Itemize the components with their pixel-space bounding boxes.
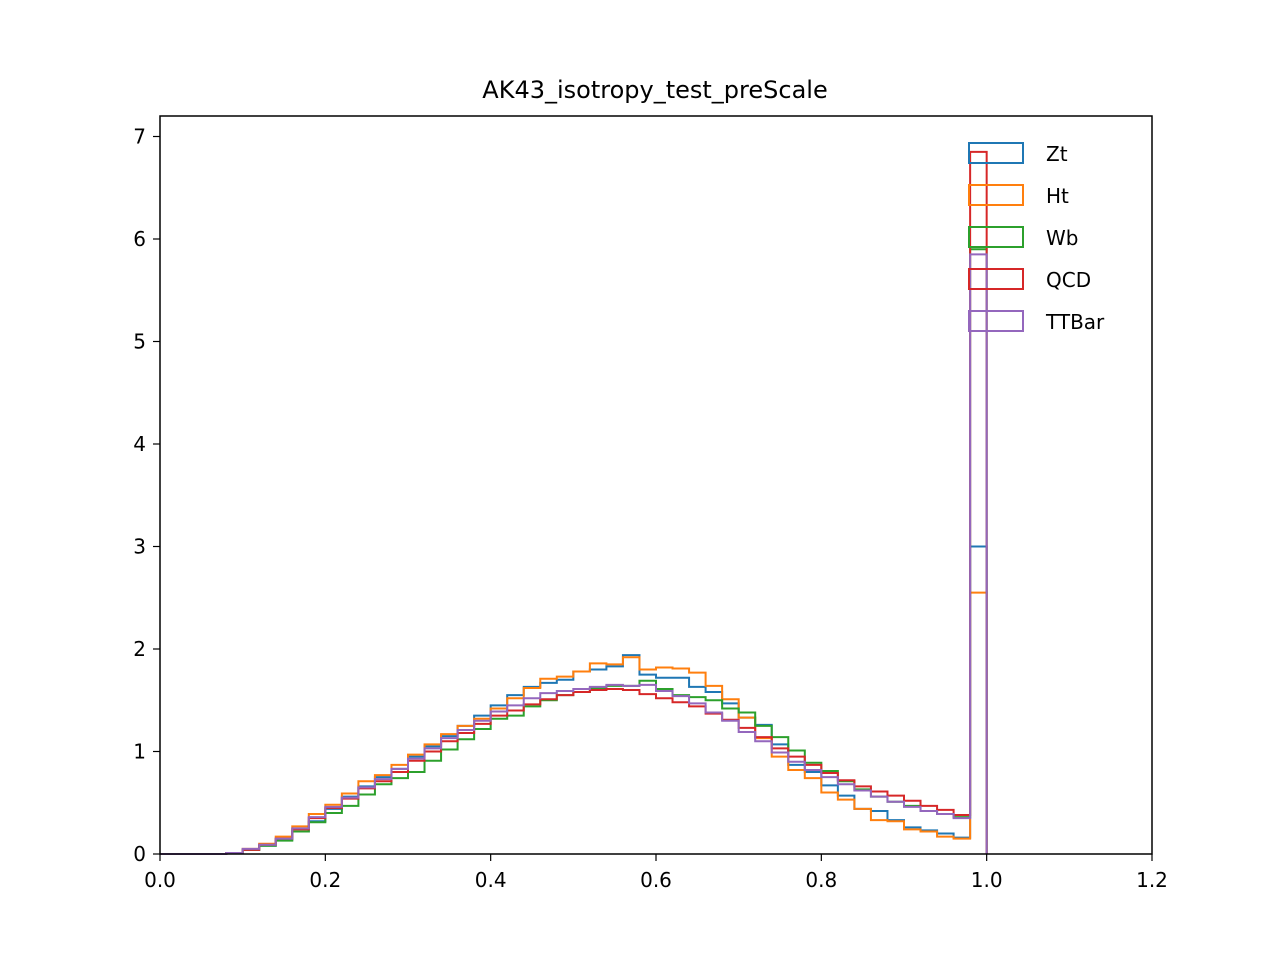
legend-label: Ht [1046, 184, 1069, 208]
series-ttbar-step [160, 253, 988, 855]
x-tick-label: 1.2 [1136, 868, 1168, 892]
x-tick-label: 0.8 [805, 868, 837, 892]
series-qcd-step [160, 150, 988, 855]
y-tick-label: 3 [133, 535, 146, 559]
series-group [160, 150, 988, 855]
y-tick-label: 0 [133, 842, 146, 866]
x-tick-label: 0.6 [640, 868, 672, 892]
series-ht-step [160, 591, 988, 855]
x-tick-label: 0.4 [475, 868, 507, 892]
x-tick-label: 0.2 [309, 868, 341, 892]
y-axis: 0 1 2 3 4 5 6 7 [133, 125, 160, 866]
y-tick-label: 4 [133, 432, 146, 456]
y-tick-label: 5 [133, 330, 146, 354]
legend-swatch [968, 268, 1024, 290]
legend-label: Zt [1046, 142, 1068, 166]
legend-swatch [968, 142, 1024, 164]
legend-swatch [968, 184, 1024, 206]
legend-swatch [968, 226, 1024, 248]
x-tick-label: 1.0 [971, 868, 1003, 892]
y-tick-label: 1 [133, 740, 146, 764]
y-tick-label: 7 [133, 125, 146, 149]
x-axis: 0.0 0.2 0.4 0.6 0.8 1.0 1.2 [144, 854, 1168, 892]
x-tick-label: 0.0 [144, 868, 176, 892]
legend-swatch [968, 310, 1024, 332]
series-zt-step [160, 545, 988, 855]
y-tick-label: 6 [133, 227, 146, 251]
chart-title: AK43_isotropy_test_preScale [482, 76, 827, 104]
legend: Zt Ht Wb QCD TTBar [968, 142, 1105, 334]
series-wb-step [160, 248, 988, 855]
legend-label: QCD [1046, 268, 1091, 292]
legend-label: Wb [1046, 226, 1078, 250]
y-tick-label: 2 [133, 637, 146, 661]
legend-label: TTBar [1045, 310, 1105, 334]
